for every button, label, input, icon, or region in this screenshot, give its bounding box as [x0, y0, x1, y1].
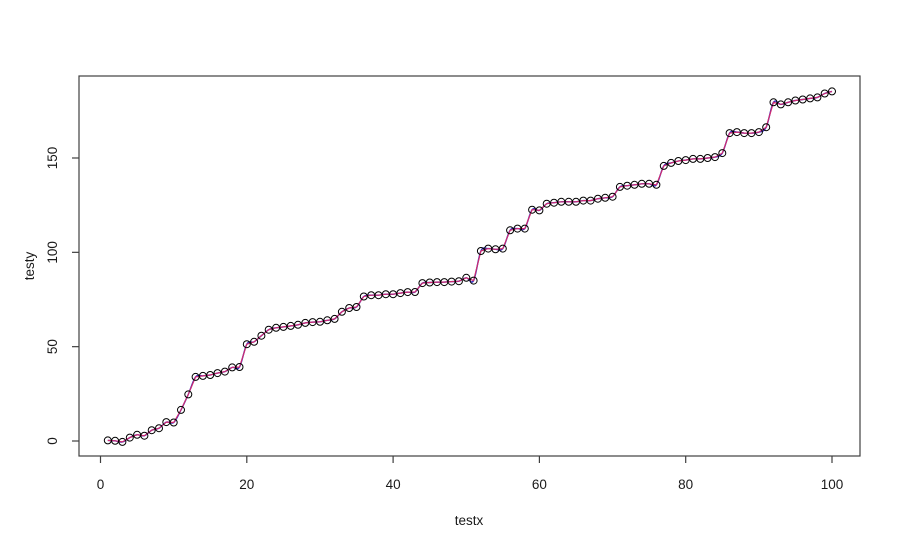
data-point: [242, 340, 251, 349]
y-tick-label: 50: [45, 339, 60, 354]
y-tick-label: 150: [45, 147, 60, 170]
monotone-fit-path: [107, 90, 833, 443]
data-point: [250, 337, 259, 346]
data-point: [608, 192, 617, 201]
data-point: [520, 224, 529, 233]
smooth-fit-path: [107, 90, 833, 443]
data-point: [652, 180, 661, 189]
data-point: [337, 307, 346, 316]
data-point: [359, 292, 368, 301]
x-tick-label: 100: [821, 477, 844, 492]
x-tick-label: 80: [678, 477, 693, 492]
x-axis-label: testx: [455, 513, 484, 528]
data-point: [798, 95, 807, 104]
data-point: [352, 303, 361, 311]
data-point: [316, 317, 324, 326]
data-point: [601, 193, 610, 202]
data-point: [118, 437, 127, 446]
x-tick-label: 0: [97, 477, 105, 492]
data-point: [177, 405, 185, 414]
data-point: [506, 226, 515, 235]
data-point: [330, 314, 339, 323]
data-point: [667, 158, 676, 167]
data-point: [411, 288, 419, 296]
data-point: [462, 273, 471, 282]
data-point: [820, 89, 829, 98]
plot-border: [78, 75, 861, 457]
data-point: [586, 196, 595, 205]
y-axis: 0 50 100 150: [45, 147, 79, 445]
data-point: [125, 433, 134, 442]
fit-line-red: [107, 90, 833, 443]
data-point: [257, 331, 266, 340]
x-tick-label: 40: [386, 477, 401, 492]
data-point: [155, 424, 163, 433]
data-point: [476, 247, 485, 255]
data-point: [784, 98, 793, 107]
y-axis-label: testy: [22, 251, 37, 280]
data-point: [718, 149, 727, 158]
data-point: [264, 325, 273, 334]
data-point: [659, 161, 668, 170]
data-point: [213, 369, 222, 378]
data-point: [747, 129, 756, 138]
data-point: [754, 128, 763, 137]
data-points: [103, 87, 836, 446]
data-point: [711, 153, 719, 162]
data-point: [294, 320, 302, 329]
data-point: [776, 100, 785, 109]
data-point: [813, 93, 822, 102]
data-point: [220, 367, 229, 376]
data-point: [769, 98, 778, 107]
data-point: [454, 277, 463, 286]
data-point: [828, 87, 836, 96]
data-point: [535, 206, 544, 215]
x-tick-label: 20: [239, 477, 254, 492]
y-tick-label: 0: [45, 437, 60, 445]
data-point: [323, 316, 332, 325]
data-point: [206, 371, 215, 379]
data-point: [184, 390, 193, 399]
data-point: [762, 123, 771, 132]
data-point: [469, 276, 478, 285]
data-point: [169, 418, 178, 427]
data-point: [140, 431, 149, 440]
data-point: [147, 426, 156, 435]
data-point: [235, 363, 244, 371]
fit-line-blue: [107, 90, 833, 443]
x-axis: 0 20 40 60 80 100: [97, 456, 844, 492]
data-point: [703, 154, 712, 162]
data-point: [498, 244, 507, 253]
y-tick-label: 100: [45, 241, 60, 264]
x-tick-label: 60: [532, 477, 547, 492]
